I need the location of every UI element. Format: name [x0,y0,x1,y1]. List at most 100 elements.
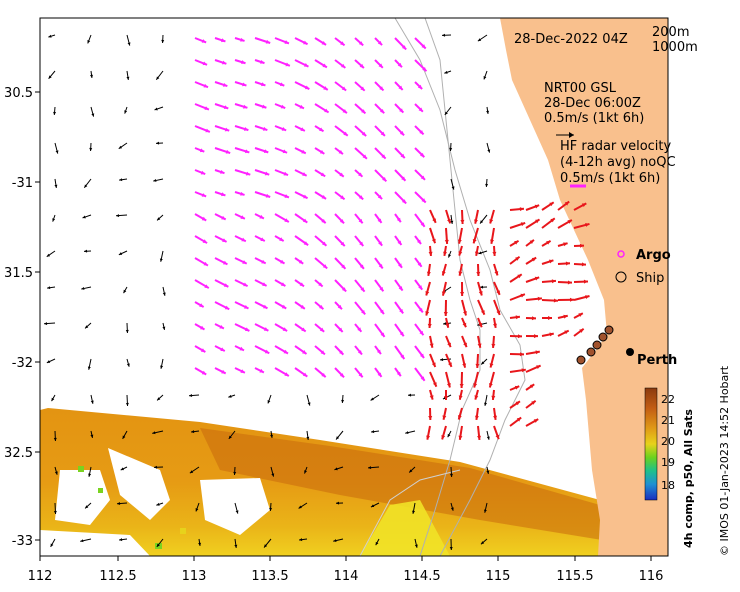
model-arrow-head [359,264,364,269]
sst-pixel [98,488,103,493]
model-arrow-head [242,82,247,87]
ship-legend-label: Ship [636,271,664,286]
current-arrow-head [228,435,232,439]
model-arrow-head [300,304,305,309]
current-arrow-head [50,543,54,547]
radar-arrow-head [533,419,539,423]
current-arrow-head [334,467,338,471]
model-arrow-head [279,82,285,87]
model-arrow-head [418,285,423,290]
model-arrow-head [243,127,249,131]
current-arrow-head [118,145,123,149]
sst-pixel [78,466,84,472]
model-arrow-head [399,308,404,314]
current-arrow-head [443,322,447,326]
model-arrow-head [302,218,308,223]
sst-cool-patch [360,500,450,556]
radar-arrow-head [533,334,538,339]
model-arrow-head [401,176,406,181]
current-arrow-head [126,363,130,367]
radar-arrow-head [462,322,467,328]
model-arrow-head [222,82,228,87]
colorbar-title: 4h comp, p50, All Sats [682,409,695,548]
radar-arrow-head [537,296,542,301]
model-arrow-head [340,195,345,200]
current-arrow-head [156,141,160,145]
model-arrow-head [400,153,405,159]
current-arrow-head [341,399,345,403]
model-arrow-head [377,40,383,46]
current-arrow-head [451,186,455,190]
current-arrow-head [162,326,166,330]
model-arrow-head [321,195,327,199]
radar-arrow-head [472,238,477,244]
model-arrow-head [261,104,267,109]
current-arrow-head [412,510,416,514]
current-arrow-head [53,437,57,441]
model-arrow-head [244,327,250,332]
radar-arrow-head [474,251,479,256]
radar-arrow-head [428,251,433,256]
model-arrow-head [396,371,401,377]
model-arrow-head [263,327,269,331]
x-tick-label: 114.5 [403,569,440,584]
model-arrow-head [221,192,226,197]
model-arrow-head [259,214,264,219]
radar-arrow-head [429,395,434,400]
current-arrow-head [118,252,123,255]
model-arrow-head [401,199,407,204]
radar-arrow-head [567,220,572,224]
current-arrow-head [156,502,160,506]
current-arrow-head [449,473,453,477]
model-arrow-head [321,372,326,378]
model-arrow-head [339,172,344,177]
radar-arrow-head [478,291,483,296]
model-arrow-head [343,131,348,136]
current-arrow-head [368,466,372,470]
model-arrow-head [303,241,309,246]
radar-arrow-head [581,262,586,267]
radar-arrow-head [426,435,431,440]
model-arrow-head [377,218,382,223]
model-arrow-head [398,263,402,268]
radar-arrow-head [493,323,497,328]
current-arrow-head [53,510,57,514]
radar-arrow-head [564,201,570,206]
model-arrow-head [417,239,422,244]
radar-arrow-head [459,383,464,388]
current-arrow-head [152,431,156,435]
model-arrow-head [224,127,230,132]
model-arrow-head [222,238,227,242]
radar-arrow-head [458,271,463,276]
current-arrow-head [448,254,451,258]
colorbar-tick: 21 [661,414,675,427]
current-arrow-head [88,473,92,477]
model-arrow-head [223,105,229,110]
radar-arrow-head [441,435,446,440]
current-arrow-head [189,394,193,398]
model-arrow-head [241,60,246,64]
model-arrow-head [360,86,365,91]
current-arrow-head [235,510,239,514]
model-arrow-head [341,86,347,91]
x-tick-label: 112.5 [99,569,136,584]
model-arrow-head [240,215,245,219]
model-arrow-head [420,353,425,358]
model-arrow-head [245,171,251,176]
current-arrow-head [307,402,311,406]
radar-arrow-head [477,435,482,440]
model-arrow-head [260,237,265,241]
model-arrow-head [399,131,405,136]
current-arrow-head [486,470,490,474]
current-arrow-head [485,183,489,187]
current-arrow-head [90,74,94,78]
plot-frame [39,17,669,557]
ship-marker [604,325,614,335]
radar-arrow-head [474,395,479,400]
model-arrow-head [359,63,364,69]
model-arrow-head [223,260,228,265]
current-arrow-head [370,504,375,508]
model-arrow-head [303,40,308,45]
model-arrow-head [200,348,206,353]
current-arrow-head [449,147,453,151]
